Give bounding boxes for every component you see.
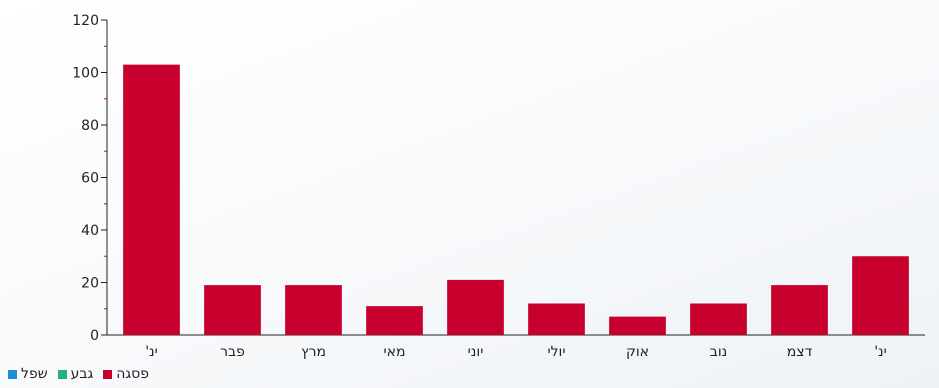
y-tick-label: 120	[72, 13, 99, 29]
bar	[204, 285, 261, 335]
legend-label-peak: פסגה	[116, 366, 150, 382]
bar	[366, 306, 423, 335]
legend-item-hill[interactable]: גבע	[57, 366, 94, 382]
y-tick-label: 100	[72, 66, 99, 82]
y-tick-label: 60	[81, 171, 99, 187]
bar	[123, 64, 180, 335]
x-tick-label: פבר	[220, 344, 245, 360]
x-tick-label: ינ'	[145, 344, 158, 360]
legend-label-hill: גבע	[70, 366, 94, 382]
legend: פסגה גבע שפל	[8, 366, 149, 382]
legend-swatch-peak	[103, 369, 113, 379]
y-tick-label: 20	[81, 276, 99, 292]
x-tick-label: מאי	[384, 344, 406, 360]
legend-label-low: שפל	[21, 366, 48, 382]
x-tick-label: יולי	[547, 344, 565, 360]
bar	[528, 303, 585, 335]
x-tick-label: מרץ	[301, 344, 326, 360]
bar	[690, 303, 747, 335]
x-tick-label: יוני	[468, 344, 484, 360]
bar	[447, 279, 504, 335]
x-tick-label: אוק	[626, 344, 649, 360]
bar	[285, 285, 342, 335]
bar	[852, 256, 909, 335]
x-tick-label: דצמ	[787, 344, 813, 360]
y-tick-label: 0	[90, 328, 99, 344]
legend-swatch-hill	[57, 369, 67, 379]
x-tick-label: נוב	[710, 344, 728, 360]
legend-item-low[interactable]: שפל	[8, 366, 48, 382]
legend-item-peak[interactable]: פסגה	[103, 366, 149, 382]
legend-swatch-low	[8, 369, 17, 379]
bar	[609, 316, 666, 335]
x-tick-label: ינ'	[874, 344, 887, 360]
y-tick-label: 40	[81, 223, 99, 239]
y-tick-label: 80	[81, 118, 99, 134]
bar	[771, 285, 828, 335]
